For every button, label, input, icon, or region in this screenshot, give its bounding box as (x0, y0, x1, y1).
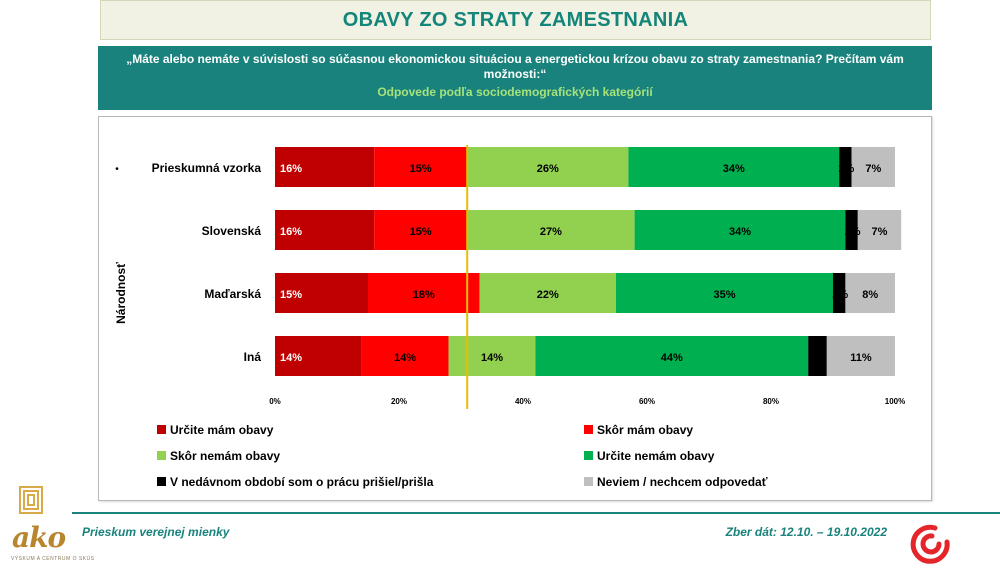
bar-data-label: 34% (723, 163, 745, 175)
category-label: Maďarská (204, 287, 261, 301)
bar-data-label: 15% (410, 163, 432, 175)
bar-segment (275, 336, 362, 376)
legend-label: Určite mám obavy (170, 423, 274, 437)
bar-segment (467, 147, 629, 187)
x-tick-label: 0% (269, 397, 281, 406)
bar-segment (448, 336, 536, 376)
bar-data-label: 18% (413, 289, 435, 301)
x-tick-label: 80% (763, 397, 779, 406)
bar-segment (851, 147, 895, 187)
bar-segment (361, 336, 449, 376)
swirl-logo-icon (910, 524, 950, 564)
bar-segment (275, 210, 375, 250)
legend-swatch (157, 425, 166, 434)
bar-segment (368, 273, 480, 313)
bar-data-label: 2% (838, 163, 854, 175)
bar-data-label: 3% (811, 352, 827, 364)
x-tick-label: 100% (885, 397, 905, 406)
bar-data-label: 7% (872, 226, 888, 238)
stacked-bar-chart: Prieskumná vzorka • Slovenská Maďarská Iná Ná… (114, 145, 905, 489)
bar-data-label: 16% (280, 163, 302, 175)
bar-data-label: 14% (481, 352, 503, 364)
bar-segment (374, 210, 468, 250)
bar-segment (839, 147, 852, 187)
bar-data-label: 2% (832, 289, 848, 301)
legend-swatch (584, 425, 593, 434)
bar-data-label: 35% (713, 289, 735, 301)
category-label: Slovenská (202, 224, 262, 238)
bar-data-label: 15% (410, 226, 432, 238)
bar-data-label: 44% (661, 352, 683, 364)
bar-data-label: 15% (280, 289, 302, 301)
bar-segment (634, 210, 846, 250)
bar-segment (374, 147, 468, 187)
bar-segment (857, 210, 902, 250)
legend-label: Neviem / nechcem odpovedať (597, 475, 768, 489)
legend-label: V nedávnom období som o prácu prišiel/pr… (170, 475, 434, 489)
footer-divider (72, 512, 1000, 514)
bar-segment (467, 210, 635, 250)
category-label: Prieskumná vzorka (152, 161, 262, 175)
legend-swatch (584, 477, 593, 486)
bar-segment (808, 336, 827, 376)
legend-label: Skôr nemám obavy (170, 449, 280, 463)
bar-data-label: 16% (280, 226, 302, 238)
footer-date-label: Zber dát: 12.10. – 19.10.2022 (725, 525, 887, 539)
bar-segment (616, 273, 833, 313)
bar-data-label: 34% (729, 226, 751, 238)
chart-frame: Prieskumná vzorka • Slovenská Maďarská Iná Ná… (98, 116, 932, 501)
legend-swatch (157, 451, 166, 460)
category-marker: • (115, 164, 119, 175)
x-tick-label: 60% (639, 397, 655, 406)
bar-data-label: 2% (845, 226, 861, 238)
bar-segment (826, 336, 895, 376)
bar-segment (535, 336, 809, 376)
x-tick-label: 40% (515, 397, 531, 406)
legend-swatch (157, 477, 166, 486)
bar-data-label: 11% (850, 352, 872, 364)
title-banner: OBAVY ZO STRATY ZAMESTNANIA (100, 0, 931, 40)
bar-data-label: 27% (540, 226, 562, 238)
legend-label: Určite nemám obavy (597, 449, 715, 463)
footer-survey-label: Prieskum verejnej mienky (82, 525, 230, 539)
category-label: Iná (244, 350, 262, 364)
logo-tagline: VÝSKUM A CENTRUM O SKÚS (11, 556, 95, 562)
bar-data-label: 14% (280, 352, 302, 364)
ako-logo-icon (6, 483, 70, 567)
ako-emblem-icon (19, 486, 43, 514)
question-banner: „Máte alebo nemáte v súvislosti so súčas… (98, 46, 932, 110)
x-tick-label: 20% (391, 397, 407, 406)
bar-data-label: 8% (862, 289, 878, 301)
question-text: „Máte alebo nemáte v súvislosti so súčas… (126, 52, 904, 81)
legend-swatch (584, 451, 593, 460)
bar-segment (479, 273, 616, 313)
bar-data-label: 26% (537, 163, 559, 175)
bar-segment (833, 273, 846, 313)
subtitle-text: Odpovede podľa sociodemografických kateg… (377, 85, 653, 99)
group-axis-label: Národnosť (114, 262, 128, 324)
bar-data-label: 14% (394, 352, 416, 364)
bar-segment (845, 210, 858, 250)
bar-data-label: 7% (865, 163, 881, 175)
logo-word: ako (12, 521, 66, 554)
bar-segment (275, 147, 375, 187)
page-title: OBAVY ZO STRATY ZAMESTNANIA (342, 8, 689, 31)
legend-label: Skôr mám obavy (597, 423, 693, 437)
bar-segment (628, 147, 840, 187)
bar-segment (275, 273, 368, 313)
bar-segment (845, 273, 895, 313)
bar-data-label: 22% (537, 289, 559, 301)
